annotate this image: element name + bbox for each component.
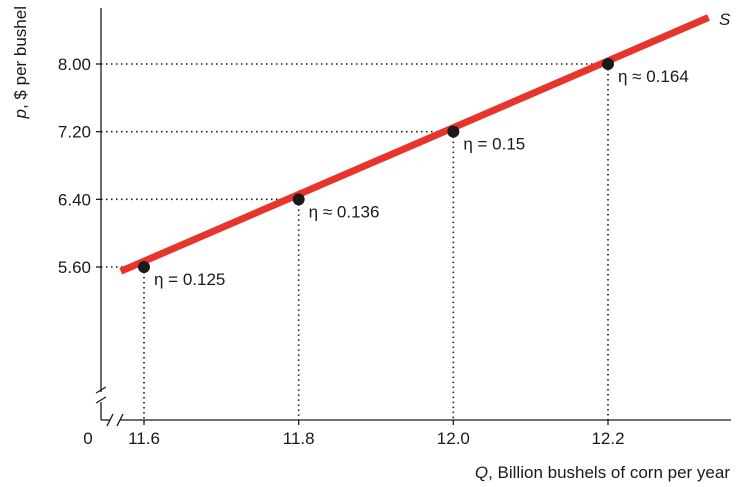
y-axis-text: , $ per bushel	[11, 6, 30, 109]
x-axis-text: , Billion bushels of corn per year	[488, 463, 730, 482]
data-point	[602, 58, 614, 70]
series	[119, 14, 710, 275]
dotted-guides	[101, 63, 609, 420]
y-tick-label: 6.40	[58, 190, 91, 209]
x-tick-label: 11.8	[283, 429, 315, 448]
y-tick-label: 8.00	[58, 55, 91, 74]
y-axis-break-mark	[95, 396, 107, 404]
y-tick-label: 7.20	[58, 123, 91, 142]
y-tick-label: 5.60	[58, 258, 91, 277]
axes	[95, 8, 731, 427]
supply-curve-line	[119, 14, 710, 275]
data-point	[447, 125, 460, 138]
x-tick-label: 12.2	[591, 429, 624, 448]
ticks: 5.60 6.40 7.20 8.00 11.6 11.8 12.0 12.2 0	[58, 55, 625, 448]
origin-label: 0	[83, 429, 92, 448]
y-axis-break-mark	[95, 386, 107, 394]
elasticity-label: η = 0.15	[463, 135, 525, 154]
series-label-s: S	[719, 10, 731, 29]
data-point	[138, 261, 150, 273]
elasticity-label: η ≈ 0.136	[309, 202, 380, 221]
x-axis-break-mark	[116, 413, 124, 427]
x-tick-label: 12.0	[437, 429, 470, 448]
x-tick-label: 11.6	[128, 429, 160, 448]
y-axis-variable: p	[11, 109, 30, 119]
x-axis-break-mark	[106, 413, 114, 427]
x-axis-variable: Q	[475, 463, 488, 482]
y-axis-label: p, $ per bushel	[11, 6, 30, 119]
x-axis-label: Q, Billion bushels of corn per year	[475, 463, 730, 482]
elasticity-label: η = 0.125	[154, 270, 225, 289]
data-point	[292, 193, 305, 206]
elasticity-label: η ≈ 0.164	[618, 67, 689, 86]
labels: η = 0.125 η ≈ 0.136 η = 0.15 η ≈ 0.164 S Q, B…	[11, 6, 731, 482]
